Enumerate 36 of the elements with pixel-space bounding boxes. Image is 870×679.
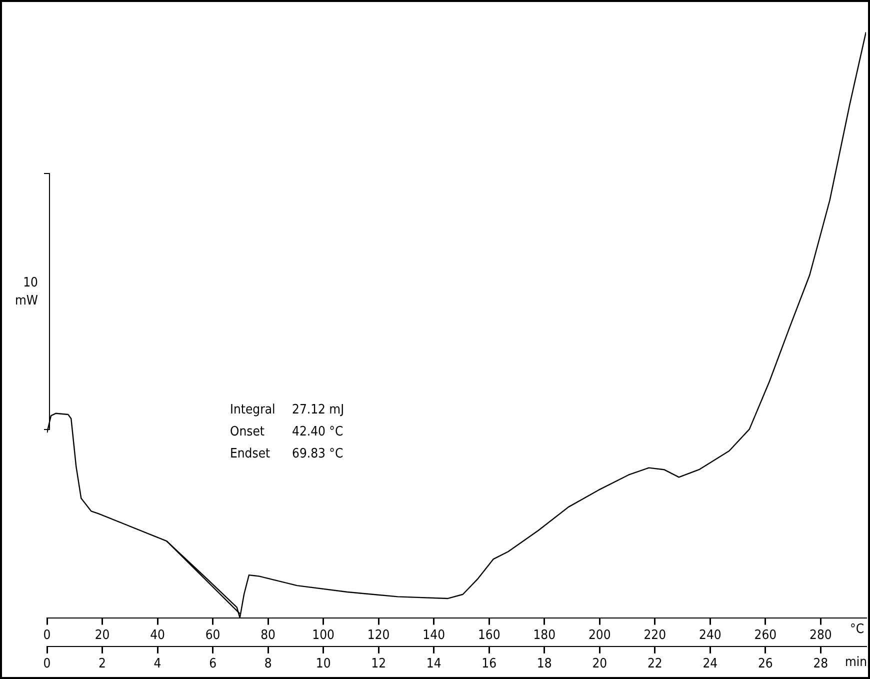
x-tick-label: 100 (312, 628, 334, 643)
x2-tick-label: 18 (536, 656, 552, 672)
x2-tick-label: 12 (371, 656, 386, 672)
x-tick-label: 140 (422, 628, 446, 643)
text: Integral 27.12 mJ (230, 402, 344, 418)
x2-tick-label: 14 (426, 656, 442, 672)
x-tick-label: 180 (533, 628, 556, 643)
x-tick-label: 20 (94, 628, 110, 643)
x2-tick-label: 0 (43, 656, 51, 672)
x-tick-label: 240 (698, 628, 722, 643)
x-tick-label: 260 (754, 628, 777, 643)
x-tick-label: 0 (43, 628, 51, 643)
x-tick-label: 220 (644, 628, 666, 643)
x-tick-label: 60 (205, 628, 220, 643)
x2-tick-label: 26 (758, 656, 773, 672)
x2-tick-label: 22 (647, 656, 662, 672)
x-tick-label: 40 (150, 628, 165, 643)
x2-tick-label: 8 (264, 656, 272, 672)
x2-tick-label: 10 (316, 656, 331, 672)
x-tick-label: 280 (810, 628, 832, 643)
x-tick-label: 160 (478, 628, 500, 643)
x-axis-title: °C (850, 622, 864, 638)
x-tick-label: 120 (367, 628, 390, 643)
text: Endset 69.83 °C (230, 446, 344, 462)
text: Onset 42.40 °C (230, 424, 344, 440)
x2-tick-label: 24 (702, 656, 718, 672)
x2-tick-label: 20 (592, 656, 608, 672)
text: 10 mW (15, 275, 38, 308)
x2-tick-label: 6 (209, 656, 217, 672)
x2-tick-label: 2 (98, 656, 106, 672)
x2-axis-title: min (845, 654, 868, 670)
x-tick-label: 200 (588, 628, 611, 643)
x-tick-label: 80 (260, 628, 276, 643)
x2-tick-label: 16 (482, 656, 497, 672)
x2-tick-label: 4 (154, 656, 162, 672)
x2-tick-label: 28 (813, 656, 828, 672)
